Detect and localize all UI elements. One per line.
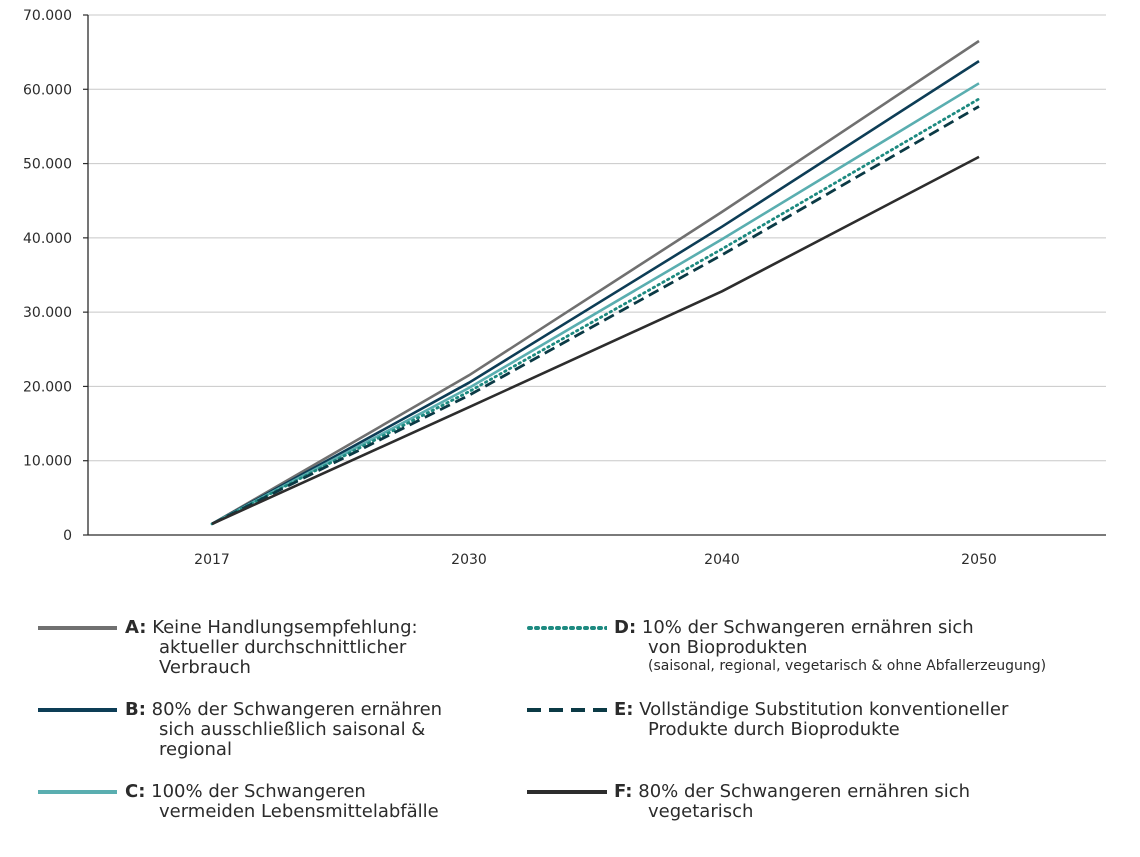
- legend-line-text: regional: [159, 739, 232, 760]
- legend-text: F: 80% der Schwangeren ernähren sich vege…: [614, 782, 970, 822]
- legend-label: Keine Handlungsempfehlung:: [146, 617, 418, 638]
- legend-key: F:: [614, 781, 633, 802]
- legend-line-text: Produkte durch Bioprodukte: [648, 719, 900, 740]
- legend-key: D:: [614, 617, 637, 638]
- legend-text: C: 100% der Schwangeren vermeiden Lebensm…: [125, 782, 439, 822]
- y-tick-label: 40.000: [23, 231, 72, 247]
- legend-label: 80% der Schwangeren ernähren: [145, 699, 443, 720]
- legend-key: C:: [125, 781, 146, 802]
- legend-line-text: B: 80% der Schwangeren ernähren: [125, 700, 442, 720]
- series-lines: [210, 39, 981, 526]
- legend-line-text: von Bioprodukten: [648, 637, 808, 658]
- legend-line-text: vermeiden Lebensmittelabfälle: [159, 801, 439, 822]
- legend-note: (saisonal, regional, vegetarisch & ohne …: [648, 658, 1047, 674]
- legend-swatch-A: [38, 626, 117, 630]
- legend-line-text: A: Keine Handlungsempfehlung:: [125, 618, 418, 638]
- y-tick-label: 70.000: [23, 8, 72, 24]
- x-tick-label: 2040: [704, 552, 740, 568]
- y-tick-label: 60.000: [23, 82, 72, 98]
- series-line-B: [211, 60, 980, 526]
- series-line-A: [211, 39, 980, 526]
- legend-swatch-C: [38, 790, 117, 794]
- x-tick-label: 2030: [451, 552, 487, 568]
- y-tick-label: 0: [63, 528, 72, 544]
- legend-key: E:: [614, 699, 634, 720]
- y-tick-labels: 0 10.000 20.000 30.000 40.000 50.000 60.000 70.…: [23, 8, 72, 544]
- legend-swatch-B: [38, 708, 117, 712]
- legend-text: E: Vollständige Substitution konventione…: [614, 700, 1008, 740]
- series-line-E: [211, 105, 980, 526]
- legend-swatch-F: [527, 790, 607, 794]
- y-tick-label: 10.000: [23, 454, 72, 470]
- legend-label: 80% der Schwangeren ernähren sich: [632, 781, 971, 802]
- legend-label: Vollständige Substitution konventionelle…: [633, 699, 1009, 720]
- y-tick-label: 20.000: [23, 379, 72, 395]
- line-chart: 0 10.000 20.000 30.000 40.000 50.000 60.000 70.…: [23, 8, 1106, 568]
- legend-line-text: D: 10% der Schwangeren ernähren sich: [614, 618, 1046, 638]
- legend-text: B: 80% der Schwangeren ernähren sich auss…: [125, 700, 442, 760]
- legend-line-text: aktueller durchschnittlicher: [159, 637, 407, 658]
- legend-line-text: C: 100% der Schwangeren: [125, 782, 439, 802]
- legend-line-text: sich ausschließlich saisonal &: [159, 719, 426, 740]
- legend-text: A: Keine Handlungsempfehlung: aktueller d…: [125, 618, 418, 678]
- legend-key: A:: [125, 617, 147, 638]
- x-tick-label: 2017: [194, 552, 230, 568]
- y-tick-label: 50.000: [23, 157, 72, 173]
- series-line-C: [211, 82, 980, 526]
- legend-line-text: F: 80% der Schwangeren ernähren sich: [614, 782, 970, 802]
- legend-key: B:: [125, 699, 146, 720]
- x-tick-labels: 2017 2030 2040 2050: [194, 552, 997, 568]
- legend-swatch-D: [527, 626, 607, 630]
- series-line-F: [211, 155, 980, 526]
- axes: [83, 14, 1106, 536]
- legend-text: D: 10% der Schwangeren ernähren sich von …: [614, 618, 1047, 675]
- legend-line-text: Verbrauch: [159, 657, 251, 678]
- series-line-D: [210, 97, 981, 526]
- x-tick-label: 2050: [961, 552, 997, 568]
- legend-swatch-E: [527, 708, 607, 712]
- legend-label: 100% der Schwangeren: [145, 781, 366, 802]
- y-tick-label: 30.000: [23, 305, 72, 321]
- legend-line-text: vegetarisch: [648, 801, 754, 822]
- legend-label: 10% der Schwangeren ernähren sich: [636, 617, 974, 638]
- legend-line-text: E: Vollständige Substitution konventione…: [614, 700, 1008, 720]
